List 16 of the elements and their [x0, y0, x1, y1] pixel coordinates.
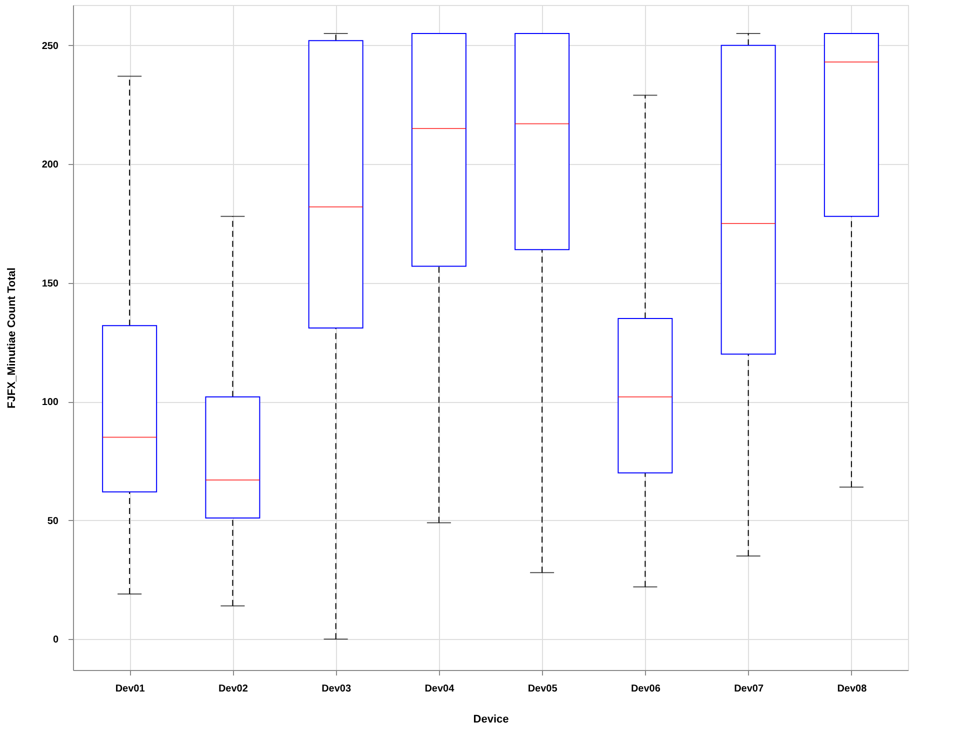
x-tick-label: Dev04: [424, 684, 455, 694]
y-axis-title: FJFX_Minutiae Count Total: [6, 268, 18, 408]
x-tick-label: Dev05: [528, 684, 558, 694]
y-tick-label: 250: [42, 40, 59, 52]
x-axis-title: Device: [473, 714, 509, 726]
x-tick-label: Dev01: [115, 684, 146, 694]
y-tick-label: 100: [42, 397, 59, 408]
x-tick-label: Dev06: [630, 684, 661, 694]
x-tick-label: Dev07: [734, 684, 764, 694]
x-tick-label: Dev03: [322, 684, 352, 694]
y-tick-label: 50: [47, 516, 59, 527]
x-tick-label: Dev02: [218, 684, 248, 694]
x-tick-label: Dev08: [837, 684, 868, 694]
y-tick-label: 0: [52, 634, 59, 646]
y-tick-label: 150: [42, 278, 59, 290]
y-tick-label: 200: [42, 160, 59, 171]
